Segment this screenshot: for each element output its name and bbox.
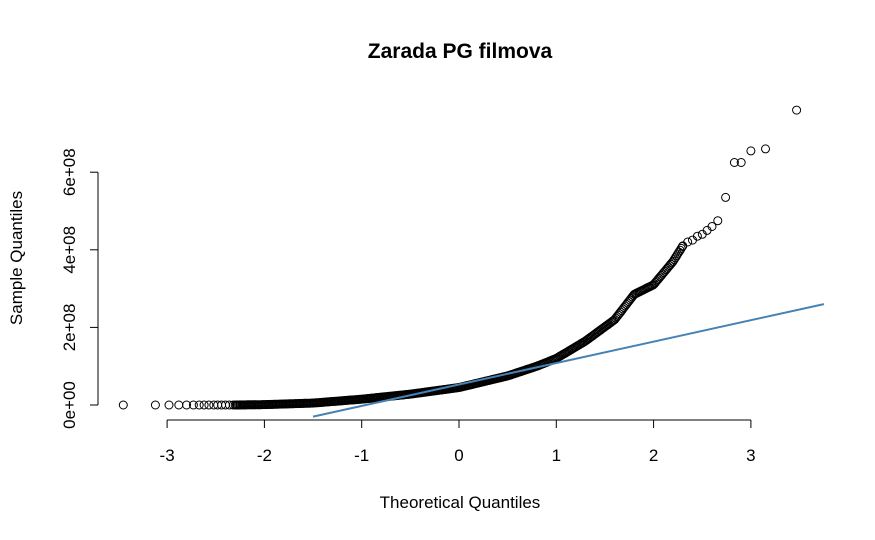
x-tick-label: -3 bbox=[160, 446, 175, 465]
data-point bbox=[164, 400, 174, 410]
x-axis: -3 -2 -1 0 1 2 3 bbox=[160, 419, 756, 465]
data-point bbox=[736, 158, 746, 167]
x-tick-label: 1 bbox=[552, 446, 561, 465]
data-point bbox=[194, 400, 204, 410]
data-point bbox=[721, 192, 731, 202]
reference-line bbox=[312, 303, 825, 418]
y-tick-label: 0e+00 bbox=[60, 381, 79, 429]
y-tick-label: 4e+08 bbox=[60, 226, 79, 274]
reference-line-group bbox=[312, 303, 825, 418]
y-tick-label: 6e+08 bbox=[60, 148, 79, 196]
data-point bbox=[182, 400, 192, 410]
data-point bbox=[692, 231, 702, 241]
x-tick-label: -2 bbox=[257, 446, 272, 465]
data-point bbox=[118, 400, 128, 410]
data-point bbox=[746, 146, 756, 156]
data-point bbox=[677, 242, 687, 251]
data-point bbox=[707, 222, 717, 231]
data-point bbox=[792, 105, 802, 115]
data-point bbox=[761, 144, 770, 154]
data-point bbox=[676, 243, 686, 253]
y-tick-label: 2e+08 bbox=[60, 304, 79, 352]
data-point bbox=[204, 400, 214, 410]
x-tick-label: 3 bbox=[746, 446, 755, 465]
data-point bbox=[683, 237, 693, 247]
data-point bbox=[174, 400, 184, 410]
data-points bbox=[118, 105, 802, 410]
x-axis-title: Theoretical Quantiles bbox=[380, 493, 541, 512]
x-tick-label: 0 bbox=[454, 446, 463, 465]
data-point bbox=[729, 158, 739, 167]
data-point bbox=[188, 400, 198, 410]
x-tick-label: -1 bbox=[354, 446, 369, 465]
data-point bbox=[713, 216, 723, 226]
y-axis: 0e+00 2e+08 4e+08 6e+08 bbox=[60, 148, 99, 429]
data-point bbox=[199, 400, 209, 410]
chart-title: Zarada PG filmova bbox=[368, 40, 553, 63]
data-point bbox=[150, 400, 160, 410]
x-tick-label: 2 bbox=[649, 446, 658, 465]
y-axis-title: Sample Quantiles bbox=[7, 191, 26, 325]
